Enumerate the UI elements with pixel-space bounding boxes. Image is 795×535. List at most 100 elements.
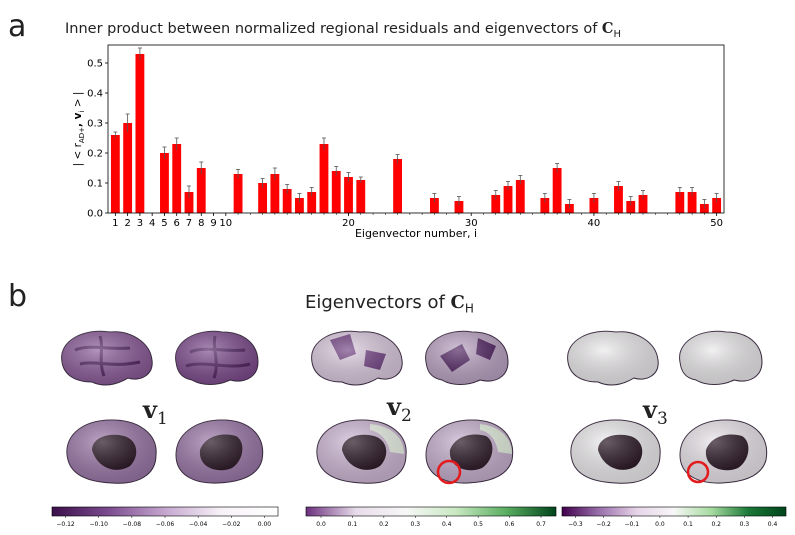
bar <box>270 174 280 213</box>
colorbar-2 <box>305 506 557 517</box>
colorbar-tick-label: 0.6 <box>505 521 515 528</box>
x-tick-label: 4 <box>149 218 155 229</box>
bar <box>172 144 182 213</box>
brain-v1-medial-left <box>66 419 157 484</box>
bar <box>614 186 623 213</box>
panel-b-title: Eigenvectors of CH <box>305 292 474 316</box>
colorbar-tick-label: −0.08 <box>123 521 142 528</box>
colorbars: −0.12 −0.10 −0.08 −0.06 −0.04 −0.02 0.00 0.0 0.1… <box>51 506 787 528</box>
panel-a-title: Inner product between normalized regiona… <box>65 20 621 40</box>
x-tick-label: 50 <box>710 218 723 229</box>
y-tick-label: 0.1 <box>87 179 103 190</box>
colorbar-tick-label: −0.1 <box>624 521 639 528</box>
panel-b-title-subscript: H <box>464 301 474 316</box>
bar <box>319 144 329 213</box>
panel-b-letter: b <box>8 279 28 314</box>
x-tick-label: 20 <box>342 218 355 229</box>
bar <box>503 186 513 213</box>
brain-surface-renderings <box>61 330 768 485</box>
bar <box>393 159 403 213</box>
colorbar-3 <box>561 506 787 517</box>
panel-a-title-subscript: H <box>613 28 621 40</box>
colorbar-tick-label: 0.4 <box>768 521 778 528</box>
colorbar-tick-label: −0.04 <box>189 521 208 528</box>
brain-v2-medial-left <box>316 419 407 484</box>
colorbar-tick-label: −0.06 <box>156 521 175 528</box>
y-tick-label: 0.3 <box>87 119 103 130</box>
bar <box>687 192 697 213</box>
colorbar-tick-label: 0.2 <box>379 521 389 528</box>
x-tick-label: 1 <box>112 218 118 229</box>
bar <box>135 54 145 213</box>
y-tick-label: 0.5 <box>87 59 103 70</box>
colorbar-tick-label: 0.1 <box>348 521 358 528</box>
colorbar-tick-label: 0.2 <box>711 521 721 528</box>
colorbar-tick-label: −0.2 <box>596 521 611 528</box>
colorbar-tick-label: 0.4 <box>442 521 452 528</box>
bar <box>110 135 120 213</box>
bar <box>552 168 562 213</box>
panel-a-title-symbol: C <box>601 20 614 37</box>
bar <box>331 171 341 213</box>
colorbar-tick-label: −0.02 <box>222 521 241 528</box>
panel-b-title-symbol: C <box>450 292 465 313</box>
colorbar-tick-label: 0.0 <box>655 521 665 528</box>
bar <box>184 192 194 213</box>
x-tick-label: 3 <box>137 218 143 229</box>
brain-v1-lateral-left <box>61 330 153 386</box>
panel-b-title-text: Eigenvectors of <box>305 292 451 313</box>
bar <box>123 123 133 213</box>
bar <box>160 153 169 213</box>
brain-v3-lateral-left <box>567 330 659 386</box>
bar <box>675 192 685 213</box>
colorbar-tick-label: −0.10 <box>90 521 109 528</box>
colorbar-tick-label: 0.1 <box>683 521 693 528</box>
colorbar-1 <box>51 506 279 517</box>
panel-a-title-text: Inner product between normalized regiona… <box>65 21 602 37</box>
bar <box>356 180 366 213</box>
bar <box>344 177 353 213</box>
highlight-circle <box>436 459 462 485</box>
brain-v2-lateral-left <box>311 330 403 386</box>
y-tick-label: 0.4 <box>87 89 103 100</box>
brain-v3-medial-left <box>570 419 661 484</box>
bar <box>540 198 550 213</box>
x-tick-label: 8 <box>198 218 204 229</box>
eigenvector-label-v3: v3 <box>643 395 668 429</box>
bar <box>429 198 439 213</box>
colorbar-tick-label: 0.00 <box>258 521 272 528</box>
colorbar-tick-label: 0.7 <box>536 521 546 528</box>
bar-chart: 0.0 0.1 0.2 0.3 0.4 0.5 1 2 3 4 5 6 7 8 9 10 20 30 40 50 Eig… <box>72 44 725 240</box>
bar <box>295 198 304 213</box>
panel-a-letter: a <box>8 9 27 44</box>
brain-v3-lateral-right <box>679 330 763 385</box>
x-tick-label: 6 <box>174 218 180 229</box>
x-tick-label: 5 <box>161 218 167 229</box>
x-tick-label: 40 <box>588 218 601 229</box>
x-tick-label: 9 <box>210 218 216 229</box>
bar <box>454 201 464 213</box>
plot-frame <box>107 44 725 214</box>
bar <box>712 198 722 213</box>
x-tick-label: 10 <box>219 218 232 229</box>
brain-v2-medial-right <box>425 419 514 485</box>
brain-v1-medial-right <box>175 419 264 484</box>
x-axis-label: Eigenvector number, i <box>355 227 477 240</box>
y-tick-label: 0.0 <box>87 209 103 220</box>
bar <box>258 183 268 213</box>
bar <box>282 189 292 213</box>
x-tick-label: 2 <box>124 218 130 229</box>
brain-v1-lateral-right <box>175 330 259 385</box>
eigenvector-label-v2: v2 <box>387 392 412 426</box>
brain-v3-medial-right <box>679 419 768 484</box>
bar <box>233 174 243 213</box>
x-tick-label: 7 <box>186 218 192 229</box>
bar <box>638 195 648 213</box>
colorbar-tick-label: −0.3 <box>568 521 583 528</box>
highlight-circle <box>686 460 710 484</box>
colorbar-tick-label: 0.3 <box>740 521 750 528</box>
eigenvector-label-v1: v1 <box>143 395 168 429</box>
colorbar-tick-label: 0.5 <box>473 521 483 528</box>
bar <box>491 195 501 213</box>
bar <box>589 198 599 213</box>
